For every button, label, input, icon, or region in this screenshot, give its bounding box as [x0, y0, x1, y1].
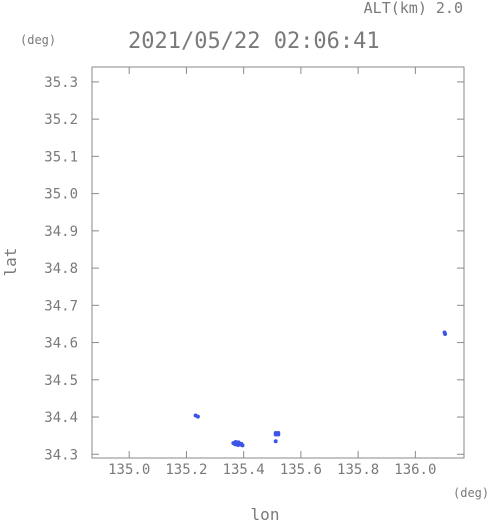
y-tick-label-5: 34.8	[44, 261, 78, 277]
y-tick-label-6: 34.9	[44, 224, 78, 240]
y-tick-label-9: 35.2	[44, 112, 78, 128]
data-point-15	[276, 432, 281, 437]
data-point-18	[443, 331, 448, 336]
y-tick-label-4: 34.7	[44, 298, 78, 314]
plot-frame	[91, 66, 465, 459]
data-point-10	[236, 440, 241, 445]
x-tick-label-2: 135.4	[223, 462, 265, 478]
data-point-16	[273, 439, 278, 444]
x-tick-label-4: 135.8	[337, 462, 379, 478]
y-tick-label-7: 35.0	[44, 187, 78, 203]
y-tick-label-10: 35.3	[44, 75, 78, 91]
axis-ticks: 135.0 135.2 135.4 135.6 135.8 136.0 34.3 34.4 34…	[44, 67, 464, 478]
x-axis-label: lon	[251, 505, 280, 521]
data-points	[193, 330, 448, 448]
x-tick-label-0: 135.0	[108, 462, 150, 478]
x-unit-label: (deg)	[453, 486, 489, 500]
y-tick-label-1: 34.4	[44, 410, 78, 426]
altitude-label: ALT(km) 2.0	[364, 0, 463, 17]
y-axis-label: lat	[1, 248, 20, 277]
x-tick-label-5: 136.0	[394, 462, 436, 478]
y-tick-label-2: 34.5	[44, 373, 78, 389]
x-tick-label-3: 135.6	[280, 462, 322, 478]
timestamp-title: 2021/05/22 02:06:41	[128, 29, 380, 54]
y-unit-label: (deg)	[20, 33, 56, 47]
data-point-1	[195, 414, 200, 419]
x-tick-label-1: 135.2	[165, 462, 207, 478]
y-tick-label-0: 34.3	[44, 447, 78, 463]
y-tick-label-3: 34.6	[44, 336, 78, 352]
y-tick-label-8: 35.1	[44, 149, 78, 165]
data-point-11	[240, 443, 245, 448]
